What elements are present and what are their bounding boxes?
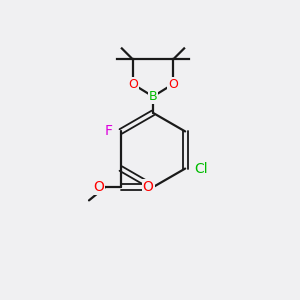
Text: B: B bbox=[149, 90, 157, 103]
Text: O: O bbox=[128, 77, 138, 91]
Text: O: O bbox=[168, 77, 178, 91]
Text: O: O bbox=[143, 180, 154, 194]
Text: Cl: Cl bbox=[195, 162, 208, 176]
Text: O: O bbox=[93, 180, 104, 194]
Text: F: F bbox=[104, 124, 112, 138]
